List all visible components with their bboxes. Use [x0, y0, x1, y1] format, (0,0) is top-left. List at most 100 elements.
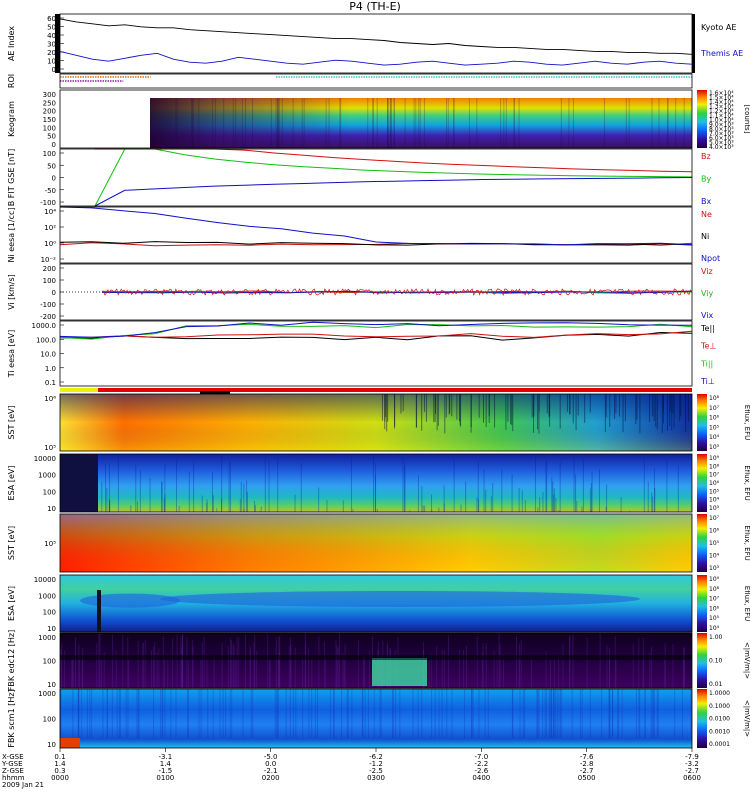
panel-fbk_e-plot [60, 633, 692, 688]
spectrogram-dark [60, 454, 98, 512]
x-tick-hhmm: 0600 [683, 774, 701, 782]
panel-velocity-ytick: -200 [40, 313, 56, 321]
x-tick-hhmm: 0300 [367, 774, 385, 782]
panel-fbk_e-colorbar-label: <|mV/m|> [743, 642, 750, 679]
panel-velocity-ytick: 100 [43, 277, 56, 285]
panel-density-frame [59, 206, 693, 264]
x-tick-xgse: -7.6 [580, 753, 594, 761]
x-tick-zgse: 0.3 [54, 767, 65, 775]
panel-ae-ytick: 60 [47, 15, 56, 23]
panel-esa_i: ESA [eV] 10000 1000 100 10 10⁹ 10⁸ 10⁷ 10⁶ 10⁵ 10⁴… [7, 574, 750, 633]
legend-density-1: Ni [701, 232, 709, 241]
x-tick-xgse: -3.1 [158, 753, 172, 761]
x-tick-xgse: -7.9 [685, 753, 699, 761]
panel-fbk_b-colorbar-label: <|mV/m|> [743, 700, 750, 737]
panel-fbk_b-ytick: 10 [47, 741, 56, 749]
panel-density-ytick: 10² [44, 224, 56, 232]
panel-esa_i-frame [59, 574, 693, 633]
spectrogram-image [60, 689, 692, 748]
legend-density-2: Npot [701, 254, 720, 263]
x-tick-zgse: -1.5 [158, 767, 172, 775]
panel-fbk_e-ylabel: FBK edc12 [Hz] [7, 630, 16, 691]
panel-esa_i-ytick: 10000 [34, 576, 56, 584]
panel-fbk_e-colorbar-tick: 1.00 [709, 634, 723, 641]
panel-roi-frame [59, 73, 693, 89]
legend-velocity-1: Viy [701, 289, 714, 298]
panel-roi-ylabel: ROI [7, 74, 16, 88]
panel-fbk_e-frame [59, 632, 693, 689]
panel-sst_i-colorbar-label: Eflux, EFU [743, 525, 750, 560]
panel-sst_i: SST [eV] 10⁵ 10⁷ 10⁶ 10⁵ 10⁴ 10³ Eflux, EFU [7, 513, 750, 573]
keogram-colorbar-tick: 1.1×10⁴ [709, 113, 734, 120]
panel-temperature-frame [59, 320, 693, 387]
panel-fbk_b-ytick: 100 [43, 716, 56, 724]
panel-fbk_e-colorbar-tick: 0.10 [709, 658, 723, 665]
panel-esa_i-colorbar-tick: 10⁹ [709, 576, 720, 583]
legend-velocity-0: Viz [701, 267, 713, 276]
spectrogram-gap [97, 590, 101, 632]
legend-temperature-3: Ti⊥ [700, 377, 715, 386]
panel-esa_i-colorbar-label: Eflux, EFU [743, 586, 750, 621]
x-tick-ygse: -3.2 [685, 760, 699, 768]
panel-fbk_b-colorbar-tick: 0.0001 [709, 741, 730, 748]
series-themis-ae [59, 50, 693, 66]
panel-fbk_b: FBK scm1 [Hz] 1000 100 10 1.0000 0.1000 0.0100… [7, 688, 750, 749]
panel-esa_e-ylabel: ESA [eV] [7, 466, 16, 501]
panel-esa_i-colorbar-tick: 10⁵ [709, 615, 720, 622]
panel-fbk_b-colorbar-tick: 1.0000 [709, 690, 730, 697]
panel-sst_i-colorbar-tick: 10⁷ [709, 515, 720, 522]
panel-temperature-ytick: 0.1 [45, 379, 56, 387]
panel-bfield-ytick: -50 [45, 187, 56, 195]
x-tick-ygse: 1.4 [160, 760, 172, 768]
panel-sst_e-ylabel: SST [eV] [7, 405, 16, 439]
panel-sst_i-plot [60, 514, 692, 572]
spectrogram-feature [60, 738, 80, 748]
panel-sst_e-colorbar-tick: 10³ [709, 444, 720, 451]
panel-velocity-frame [59, 263, 693, 321]
panel-keogram-ytick: 50 [47, 133, 56, 141]
keogram-colorbar-tick: 1.2×10⁴ [709, 108, 734, 115]
panel-esa_i-plot [60, 575, 692, 632]
x-tick-ygse: -2.8 [580, 760, 594, 768]
series-bfield-0 [95, 148, 693, 173]
panel-sst_e-plot [60, 394, 692, 451]
panel-fbk_e-ytick: 100 [43, 658, 56, 666]
legend-density-0: Ne [701, 210, 712, 219]
spectrogram-band [60, 655, 692, 660]
legend-bfield-1: By [701, 175, 711, 184]
series-temperature-1 [59, 330, 693, 338]
panel-esa_e-ytick: 10000 [34, 455, 56, 463]
keogram-colorbar-label: [counts] [743, 105, 750, 134]
panel-sst_i-colorbar-tick: 10⁴ [709, 553, 720, 560]
x-tick-ygse: 1.4 [54, 760, 66, 768]
keogram-colorbar-tick: 1.6×10⁴ [709, 90, 734, 97]
series-bfield-1 [94, 148, 693, 207]
panel-fbk_b-colorbar-tick: 0.0010 [709, 728, 730, 735]
panel-esa_i-colorbar-tick: 10⁸ [709, 586, 720, 593]
panel-esa_i-ylabel: ESA [eV] [7, 586, 16, 621]
legend-themis-ae: Themis AE [700, 49, 743, 58]
x-tick-hhmm: 0200 [262, 774, 280, 782]
panel-fbk_b-colorbar-tick: 0.0100 [709, 716, 730, 723]
keogram-colorbar-tick: 1.0×10⁴ [709, 117, 734, 124]
x-tick-ygse: -2.2 [474, 760, 488, 768]
panel-sst_e-colorbar-label: Eflux, EFU [743, 405, 750, 440]
panel-keogram-ytick: 150 [43, 116, 56, 124]
panel-velocity-plot [60, 288, 693, 297]
panel-bfield-ylabel: B FIT GSE [nT] [7, 149, 16, 207]
x-tick-xgse: 0.1 [54, 753, 65, 761]
x-tick-hhmm: 0000 [51, 774, 69, 782]
panel-sst_e-frame [59, 393, 693, 452]
x-axis-row-label: Z-GSE [2, 767, 24, 775]
panel-fbk_e-ytick: 10 [47, 681, 56, 689]
panel-keogram-plot [60, 90, 692, 148]
panel-density: Ni eesa [1/cc] 10⁴ 10² 10⁰ 10⁻² Ne Ni Npot [7, 206, 720, 264]
panel-sst_e: SST [eV] 10⁶ 10⁵ 10⁸ 10⁷ 10⁶ 10⁵ 10⁴ 10³ Eflux, E… [7, 393, 750, 452]
panel-sst_i-ylabel: SST [eV] [7, 526, 16, 560]
x-tick-zgse: -2.6 [474, 767, 488, 775]
panel-esa_i-ytick: 100 [43, 609, 56, 617]
x-tick-xgse: -7.0 [474, 753, 488, 761]
panel-keogram: Keogram3002502001501005001.6×10⁴1.5×10⁴1… [7, 89, 750, 151]
left-bar [55, 14, 60, 73]
